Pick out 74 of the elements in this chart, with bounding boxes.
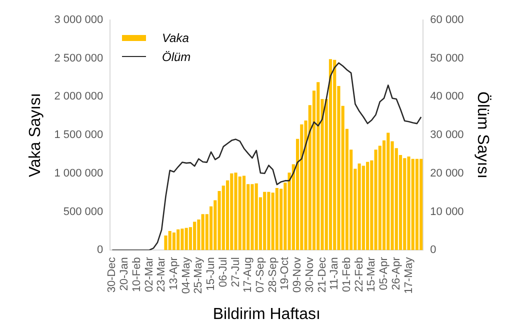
y2-axis-title: Ölüm Sayısı (474, 91, 492, 179)
x-tick-label: 22-Feb (353, 257, 366, 292)
x-tick-label: 30-Dec (106, 256, 118, 293)
y2-tick-label: 60 000 (430, 14, 464, 26)
y-tick-label: 0 (97, 244, 104, 256)
y-axis-title: Vaka Sayısı (27, 92, 44, 178)
bar (168, 230, 172, 250)
y-tick-label: 1 000 000 (54, 167, 104, 180)
x-tick-label: 30-Nov (304, 256, 316, 293)
x-tick-label: 20-Jan (118, 257, 131, 291)
x-tick-label: 13-Apr (168, 256, 180, 290)
x-tick-label: 27-Jul (230, 257, 242, 288)
x-tick-label: 15-Jun (205, 257, 218, 291)
bar (267, 192, 270, 250)
x-tick-label: 11-Jan (328, 257, 341, 290)
bar (420, 158, 423, 250)
x-tick-label: 05-Apr (378, 256, 390, 290)
bar (403, 158, 406, 250)
bar (275, 188, 278, 250)
x-tick-label: 10-Feb (130, 257, 143, 292)
y2-tick-label: 0 (430, 244, 436, 256)
bar (250, 184, 254, 250)
bar (230, 173, 234, 250)
y2-tick-label: 40 000 (430, 90, 464, 103)
bar (180, 228, 184, 250)
x-tick-label: 02-Mar (143, 256, 156, 292)
bar (254, 183, 258, 250)
bar (328, 59, 332, 250)
x-tick-label: 07-Sep (254, 257, 266, 293)
bar (300, 124, 304, 250)
x-tick-label: 09-Nov (292, 256, 304, 293)
x-tick-label: 04-May (180, 256, 192, 294)
bar (366, 162, 370, 250)
y-tick-label: 1 500 000 (54, 129, 104, 142)
bar (201, 214, 204, 250)
bar (358, 163, 361, 250)
y2-tick-label: 10 000 (430, 206, 464, 218)
y-tick-label: 2 000 000 (54, 90, 104, 103)
y2-tick-label: 30 000 (430, 129, 464, 142)
x-tick-label: 21-Dec (316, 256, 328, 293)
legend-label: Vaka (162, 30, 189, 44)
bar (386, 132, 390, 250)
y-tick-label: 2 500 000 (54, 52, 104, 64)
legend-label: Ölüm (162, 50, 191, 64)
x-tick-label: 26-Apr (390, 256, 402, 290)
x-tick-label: 06-Jul (217, 257, 230, 288)
bar (411, 158, 414, 250)
bar (176, 229, 180, 250)
bar (234, 172, 238, 250)
x-tick-label: 28-Sep (266, 257, 279, 293)
bar (242, 176, 246, 250)
bar (374, 150, 378, 250)
y-tick-label: 3 000 000 (54, 14, 104, 26)
bar (333, 60, 336, 250)
bar (263, 192, 266, 250)
bar (184, 228, 188, 250)
bar (193, 222, 196, 250)
bar (362, 166, 365, 250)
y2-tick-label: 50 000 (430, 52, 464, 64)
bar (316, 82, 320, 250)
bar (407, 156, 410, 250)
y2-tick-label: 20 000 (430, 167, 464, 180)
bar (238, 176, 242, 250)
x-tick-label: 01-Feb (340, 257, 353, 292)
x-tick-label: 17-Aug (242, 257, 254, 293)
x-tick-label: 19-Oct (279, 257, 292, 290)
x-tick-label: 25-May (192, 256, 205, 294)
bar (415, 158, 419, 250)
x-tick-label: 23-Mar (156, 256, 168, 292)
x-tick-label: 17-May (402, 256, 415, 294)
x-tick-label: 15-Mar (366, 256, 378, 292)
x-axis-title: Bildirim Haftası (212, 306, 320, 323)
bar (172, 232, 176, 250)
y-tick-label: 500 000 (63, 206, 104, 218)
